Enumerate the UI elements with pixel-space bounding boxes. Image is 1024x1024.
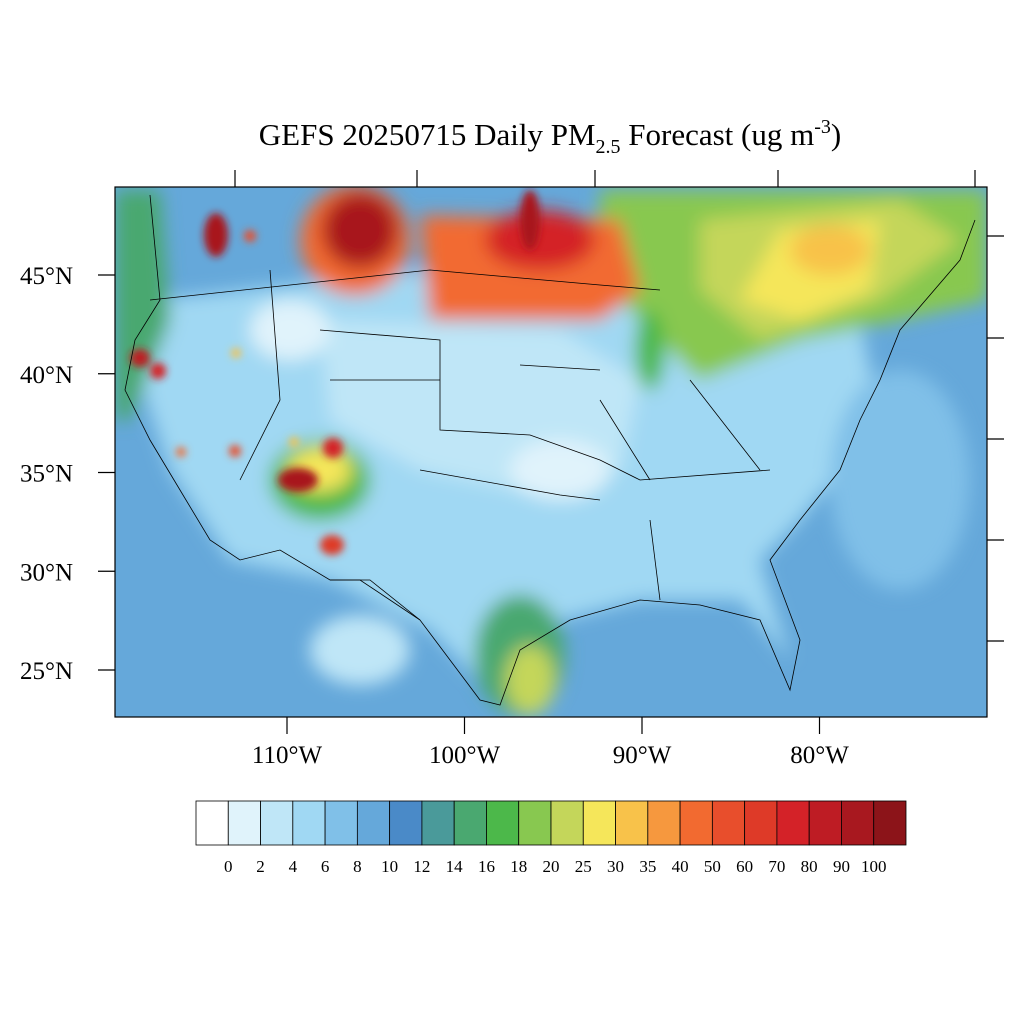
colorbar-box: [679, 800, 713, 846]
lat-label: 25°N: [20, 658, 73, 685]
title-part: Forecast (ug m: [621, 117, 815, 152]
colorbar-box: [356, 800, 391, 846]
colorbar-label: 60: [736, 857, 753, 876]
colorbar-label: 30: [607, 857, 624, 876]
lat-label: 45°N: [20, 263, 73, 290]
title: GEFS 20250715 Daily PM2.5 Forecast (ug m…: [259, 116, 841, 158]
colorbar-label: 35: [639, 857, 656, 876]
colorbar-box: [421, 800, 455, 846]
colorbar-label: 8: [353, 857, 362, 876]
colorbar-box: [260, 800, 294, 846]
lon-label: 90°W: [613, 742, 672, 769]
colorbar-label: 14: [446, 857, 464, 876]
colorbar-label: 2: [256, 857, 265, 876]
lat-label: 30°N: [20, 559, 73, 586]
colorbar-box: [776, 800, 810, 846]
colorbar-label: 70: [768, 857, 785, 876]
lat-label: 40°N: [20, 362, 73, 389]
colorbar-box: [324, 800, 358, 846]
colorbar-box: [292, 800, 326, 846]
colorbar-label: 40: [672, 857, 689, 876]
pm-field: [115, 187, 987, 717]
colorbar-box: [841, 800, 875, 846]
colorbar-label: 50: [704, 857, 721, 876]
title-superscript: -3: [814, 116, 831, 138]
colorbar-box: [550, 800, 584, 846]
colorbar-box: [453, 800, 487, 846]
colorbar-box: [518, 800, 552, 846]
lon-label: 80°W: [790, 742, 849, 769]
lon-label: 100°W: [429, 742, 500, 769]
colorbar-box: [227, 800, 261, 846]
colorbar-box: [389, 800, 423, 846]
colorbar-label: 20: [543, 857, 560, 876]
colorbar-label: 90: [833, 857, 850, 876]
colorbar-box: [808, 800, 842, 846]
colorbar-box: [615, 800, 649, 846]
colorbar-label: 12: [413, 857, 430, 876]
colorbar-box: [744, 800, 778, 846]
colorbar-label: 6: [321, 857, 330, 876]
lat-label: 35°N: [20, 461, 73, 488]
colorbar-label: 80: [801, 857, 818, 876]
colorbar-label: 25: [575, 857, 592, 876]
colorbar-label: 16: [478, 857, 495, 876]
colorbar-box: [873, 800, 907, 846]
colorbar-label: 10: [381, 857, 398, 876]
lon-label: 110°W: [252, 742, 323, 769]
colorbar-label: 4: [289, 857, 298, 876]
map-frame: [114, 186, 988, 718]
title-subscript: 2.5: [596, 136, 621, 158]
colorbar-label: 0: [224, 857, 233, 876]
colorbar-box: [195, 800, 229, 846]
title-part: ): [831, 117, 841, 152]
colorbar-box: [582, 800, 616, 846]
colorbar-box: [711, 800, 746, 846]
title-part: GEFS 20250715 Daily PM: [259, 117, 596, 152]
colorbar-label: 100: [861, 857, 887, 876]
colorbar-box: [486, 800, 520, 846]
frame-ticks: [234, 170, 1004, 642]
colorbar-box: [647, 800, 681, 846]
colorbar-label: 18: [510, 857, 527, 876]
